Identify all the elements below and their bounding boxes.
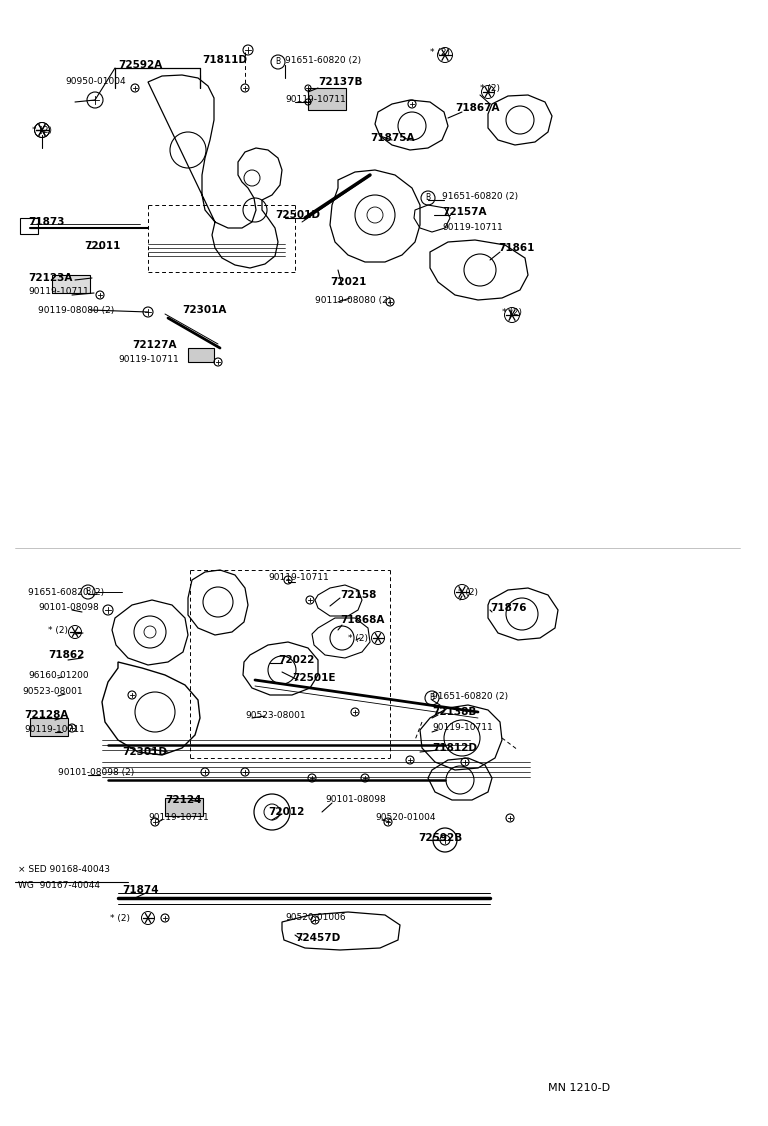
Text: 71811D: 71811D	[202, 55, 247, 65]
Text: 71867A: 71867A	[455, 102, 499, 113]
Text: B: B	[85, 588, 91, 597]
Text: B: B	[425, 194, 431, 203]
Text: 90119-10711: 90119-10711	[28, 287, 89, 296]
Text: 90119-08080 (2): 90119-08080 (2)	[38, 305, 114, 314]
Text: 72137B: 72137B	[318, 77, 362, 87]
Text: 90520-01006: 90520-01006	[285, 913, 346, 922]
Bar	[308, 88, 346, 110]
Text: 90119-10711: 90119-10711	[118, 356, 179, 365]
Text: 90119-10711: 90119-10711	[442, 223, 503, 232]
Text: 90950-01004: 90950-01004	[65, 78, 126, 87]
Text: 72158: 72158	[340, 590, 376, 600]
Text: 72592B: 72592B	[418, 833, 462, 843]
Bar	[188, 348, 214, 361]
Text: * (2): * (2)	[430, 47, 450, 56]
Text: MN 1210-D: MN 1210-D	[548, 1083, 610, 1093]
Text: 71862: 71862	[48, 650, 84, 660]
Text: * (2): * (2)	[480, 83, 500, 92]
Text: 72138B: 72138B	[432, 707, 476, 717]
Text: 72123A: 72123A	[28, 272, 72, 283]
Text: 72021: 72021	[330, 277, 366, 287]
Text: * (2): * (2)	[348, 634, 368, 643]
Text: 71868A: 71868A	[340, 615, 384, 625]
Text: 90119-10711: 90119-10711	[148, 813, 209, 822]
Text: 72128A: 72128A	[24, 711, 68, 720]
Text: 91651-60820 (2): 91651-60820 (2)	[285, 55, 361, 64]
Text: 90119-08080 (2): 90119-08080 (2)	[315, 295, 391, 304]
Text: B: B	[429, 694, 435, 703]
Text: 90119-10711: 90119-10711	[24, 725, 84, 734]
Text: B: B	[276, 57, 280, 66]
Bar	[30, 718, 68, 736]
Text: 90101-08098 (2): 90101-08098 (2)	[58, 768, 134, 777]
Text: WG  90167-40044: WG 90167-40044	[18, 882, 100, 891]
Text: 71873: 71873	[28, 217, 65, 227]
Text: 96160-01200: 96160-01200	[28, 670, 88, 679]
Text: 72127A: 72127A	[132, 340, 177, 350]
Text: 72301D: 72301D	[122, 747, 167, 757]
Text: 90523-08001: 90523-08001	[245, 712, 306, 721]
Text: 71861: 71861	[498, 243, 535, 253]
Text: 71812D: 71812D	[432, 743, 477, 753]
Text: 72592A: 72592A	[118, 60, 162, 70]
Text: * (2): * (2)	[502, 307, 522, 316]
Text: 72457D: 72457D	[295, 933, 340, 942]
Text: 72124: 72124	[165, 795, 201, 805]
Text: * (2): * (2)	[32, 125, 52, 134]
Text: 90119-10711: 90119-10711	[268, 573, 329, 582]
Text: 90101-08098: 90101-08098	[38, 604, 99, 613]
Text: * (2): * (2)	[110, 913, 130, 922]
Text: 71876: 71876	[490, 604, 527, 613]
Text: 90101-08098: 90101-08098	[325, 795, 386, 804]
Text: 72012: 72012	[268, 807, 304, 817]
Text: 72022: 72022	[278, 655, 314, 665]
Text: 72011: 72011	[84, 241, 121, 251]
Text: 72157A: 72157A	[442, 207, 486, 217]
Text: 91651-60820 (2): 91651-60820 (2)	[432, 691, 508, 700]
Text: 72301A: 72301A	[182, 305, 227, 315]
Text: 71875A: 71875A	[370, 133, 415, 143]
Bar	[20, 218, 38, 234]
Text: 90119-10711: 90119-10711	[432, 724, 493, 733]
Text: 91651-60820 (2): 91651-60820 (2)	[28, 588, 104, 597]
Bar	[165, 798, 203, 816]
Text: 71874: 71874	[122, 885, 159, 895]
Bar	[52, 275, 90, 293]
Text: * (2): * (2)	[48, 626, 68, 634]
Text: × SED 90168-40043: × SED 90168-40043	[18, 866, 110, 875]
Text: 91651-60820 (2): 91651-60820 (2)	[442, 191, 518, 200]
Text: 90523-08001: 90523-08001	[22, 688, 83, 697]
Text: 90119-10711: 90119-10711	[285, 96, 346, 105]
Text: * (2): * (2)	[458, 588, 478, 597]
Text: 72501E: 72501E	[292, 673, 336, 683]
Text: 90520-01004: 90520-01004	[375, 813, 435, 822]
Text: 72501D: 72501D	[275, 211, 320, 220]
